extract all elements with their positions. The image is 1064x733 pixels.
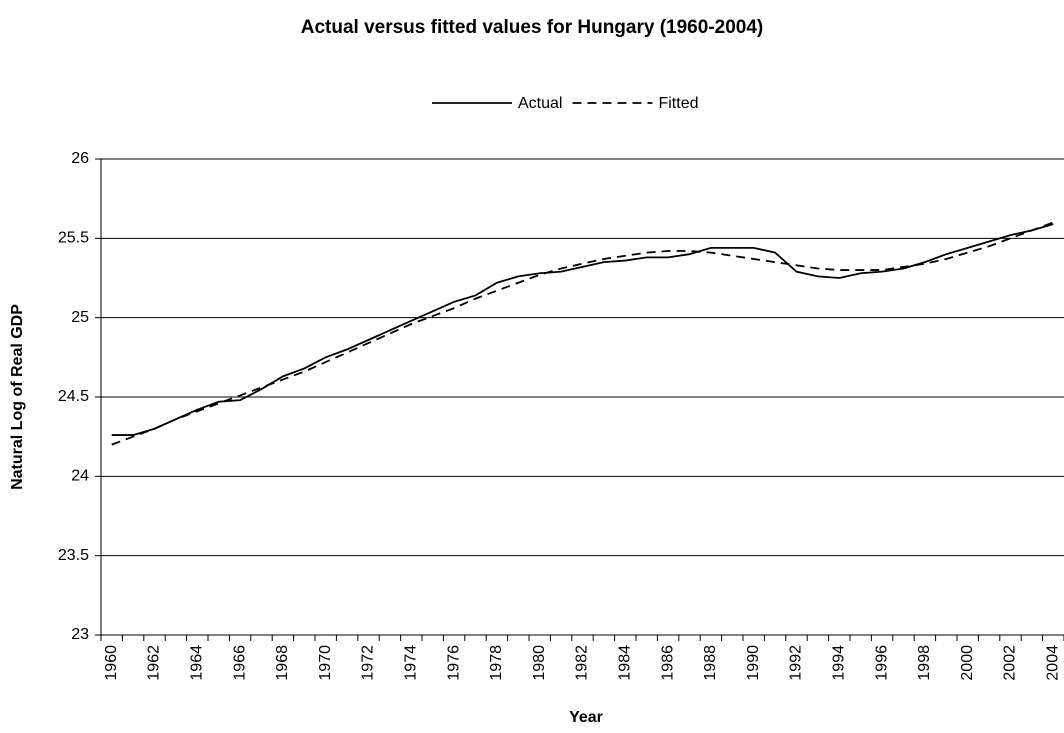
x-tick-label: 2002 xyxy=(1002,645,1019,681)
y-tick-label: 24.5 xyxy=(58,388,89,405)
y-tick-label: 25 xyxy=(71,309,89,326)
x-tick-label: 1982 xyxy=(574,645,591,681)
x-tick-label: 1972 xyxy=(360,645,377,681)
x-tick-label: 1960 xyxy=(103,645,120,681)
x-tick-label: 2000 xyxy=(959,645,976,681)
x-tick-label: 1998 xyxy=(916,645,933,681)
x-tick-label: 1986 xyxy=(659,645,676,681)
y-tick-label: 26 xyxy=(71,150,89,167)
legend-label: Actual xyxy=(518,95,562,112)
x-tick-label: 1984 xyxy=(617,645,634,681)
x-tick-label: 1980 xyxy=(531,645,548,681)
series-line xyxy=(111,223,1054,436)
x-tick-label: 2004 xyxy=(1045,645,1062,681)
chart-title: Actual versus fitted values for Hungary … xyxy=(301,17,764,38)
x-tick-label: 1974 xyxy=(403,645,420,681)
y-tick-label: 23.5 xyxy=(58,547,89,564)
x-axis-title: Year xyxy=(569,709,603,726)
x-tick-label: 1966 xyxy=(231,645,248,681)
x-tick-label: 1978 xyxy=(488,645,505,681)
x-tick-label: 1976 xyxy=(445,645,462,681)
y-tick-label: 23 xyxy=(71,626,89,643)
x-tick-label: 1970 xyxy=(317,645,334,681)
series-line xyxy=(111,221,1054,446)
x-tick-label: 1964 xyxy=(189,645,206,681)
y-axis-title: Natural Log of Real GDP xyxy=(9,304,26,490)
x-tick-label: 1990 xyxy=(745,645,762,681)
legend-label: Fitted xyxy=(658,95,698,112)
x-tick-label: 1992 xyxy=(788,645,805,681)
x-tick-label: 1962 xyxy=(146,645,163,681)
y-tick-label: 24 xyxy=(71,468,89,485)
x-tick-label: 1996 xyxy=(873,645,890,681)
y-tick-label: 25.5 xyxy=(58,230,89,247)
x-tick-label: 1994 xyxy=(831,645,848,681)
x-tick-label: 1988 xyxy=(702,645,719,681)
x-tick-label: 1968 xyxy=(274,645,291,681)
